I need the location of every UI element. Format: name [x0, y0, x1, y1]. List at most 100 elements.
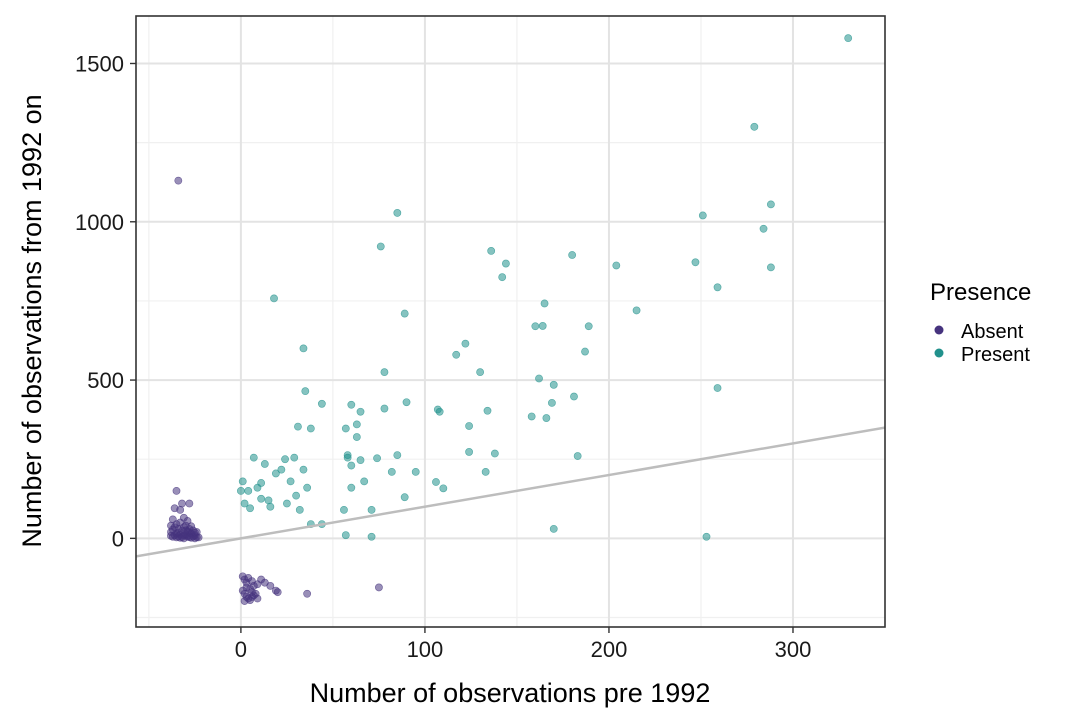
data-point-present: [573, 452, 582, 460]
data-point-present: [373, 454, 381, 463]
data-point-present: [347, 400, 356, 409]
data-point-absent: [174, 528, 183, 537]
y-tick-label: 500: [87, 368, 124, 393]
legend-label-present: Present: [961, 344, 1030, 366]
data-point-present: [292, 491, 301, 500]
data-point-absent: [375, 583, 383, 592]
data-point-present: [612, 261, 621, 270]
major-gridlines: [136, 16, 885, 627]
data-point-present: [549, 524, 558, 533]
data-point-present: [568, 251, 577, 259]
data-point-present: [400, 309, 409, 318]
data-point-present: [283, 499, 291, 508]
data-point-present: [531, 322, 540, 331]
data-point-absent: [303, 589, 312, 598]
data-point-present: [702, 532, 711, 541]
data-point-present: [236, 486, 245, 495]
data-point-present: [352, 420, 361, 429]
x-tick-label: 0: [235, 637, 247, 662]
data-point-present: [356, 456, 365, 465]
data-point-present: [299, 465, 308, 474]
data-point-present: [257, 494, 266, 503]
y-tick-label: 0: [112, 526, 124, 551]
data-point-present: [290, 453, 299, 462]
data-point-present: [270, 294, 278, 303]
data-point-present: [341, 424, 350, 433]
data-point-present: [281, 455, 289, 464]
data-point-present: [465, 422, 473, 430]
data-point-present: [238, 477, 247, 486]
data-point-present: [376, 242, 385, 251]
data-point-present: [286, 477, 295, 486]
data-point-present: [393, 451, 402, 459]
data-point-present: [584, 322, 593, 331]
x-axis-title: Number of observations pre 1992: [310, 678, 711, 708]
data-point-present: [343, 453, 352, 462]
data-point-present: [400, 493, 409, 502]
data-point-present: [301, 387, 310, 396]
data-point-present: [713, 384, 722, 392]
data-point-present: [767, 263, 775, 272]
legend-title: Presence: [930, 279, 1031, 306]
data-point-present: [540, 299, 549, 308]
data-point-present: [246, 504, 254, 513]
data-point-absent: [266, 581, 275, 590]
data-point-present: [352, 433, 361, 441]
data-point-present: [538, 322, 547, 330]
data-point-present: [295, 505, 304, 514]
data-point-present: [549, 380, 558, 389]
y-tick-label: 1000: [75, 210, 124, 235]
y-axis-title: Number of observations from 1992 on: [17, 94, 47, 547]
data-point-absent: [240, 597, 249, 605]
data-point-present: [759, 224, 768, 233]
data-point-absent: [185, 499, 194, 508]
data-point-absent: [187, 522, 196, 531]
x-tick-label: 100: [407, 637, 444, 662]
data-point-present: [299, 344, 308, 353]
data-point-present: [360, 477, 369, 486]
data-point-present: [347, 483, 356, 492]
x-axis-ticks: 0 100 200 300: [235, 627, 812, 662]
data-point-present: [340, 505, 348, 514]
data-point-present: [303, 483, 312, 492]
data-point-present: [713, 283, 722, 292]
data-point-present: [490, 449, 499, 458]
data-point-present: [240, 499, 249, 508]
data-point-present: [487, 247, 496, 255]
data-point-present: [347, 461, 356, 470]
data-point-present: [249, 453, 258, 462]
reference-line: [136, 426, 885, 558]
data-point-present: [294, 422, 302, 431]
data-point-present: [632, 306, 641, 315]
data-point-present: [356, 407, 365, 416]
data-point-present: [402, 398, 411, 407]
data-point-present: [548, 398, 556, 407]
x-tick-label: 200: [591, 637, 628, 662]
data-point-absent: [176, 505, 185, 514]
data-point-present: [581, 347, 589, 356]
data-point-present: [387, 467, 396, 476]
y-axis-ticks: 0 500 1000 1500: [75, 51, 136, 551]
data-point-present: [266, 502, 275, 511]
data-point-present: [253, 483, 262, 492]
data-point-present: [452, 350, 461, 359]
data-point-absent: [273, 588, 282, 597]
data-point-present: [767, 200, 775, 209]
data-point-present: [432, 478, 440, 486]
x-tick-label: 300: [775, 637, 812, 662]
data-point-absent: [249, 581, 258, 590]
data-point-present: [535, 374, 543, 383]
data-point-present: [570, 392, 578, 401]
legend-key-absent: [934, 325, 944, 335]
legend-label-absent: Absent: [961, 321, 1024, 343]
data-point-present: [271, 469, 280, 478]
data-point-absent: [181, 526, 190, 535]
legend: Presence Absent Present: [930, 279, 1031, 366]
data-point-present: [501, 259, 510, 268]
data-point-present: [439, 484, 448, 493]
data-point-absent: [190, 528, 199, 537]
data-point-present: [317, 399, 326, 408]
plot-panel-border: [135, 15, 886, 628]
data-point-present: [481, 467, 490, 476]
